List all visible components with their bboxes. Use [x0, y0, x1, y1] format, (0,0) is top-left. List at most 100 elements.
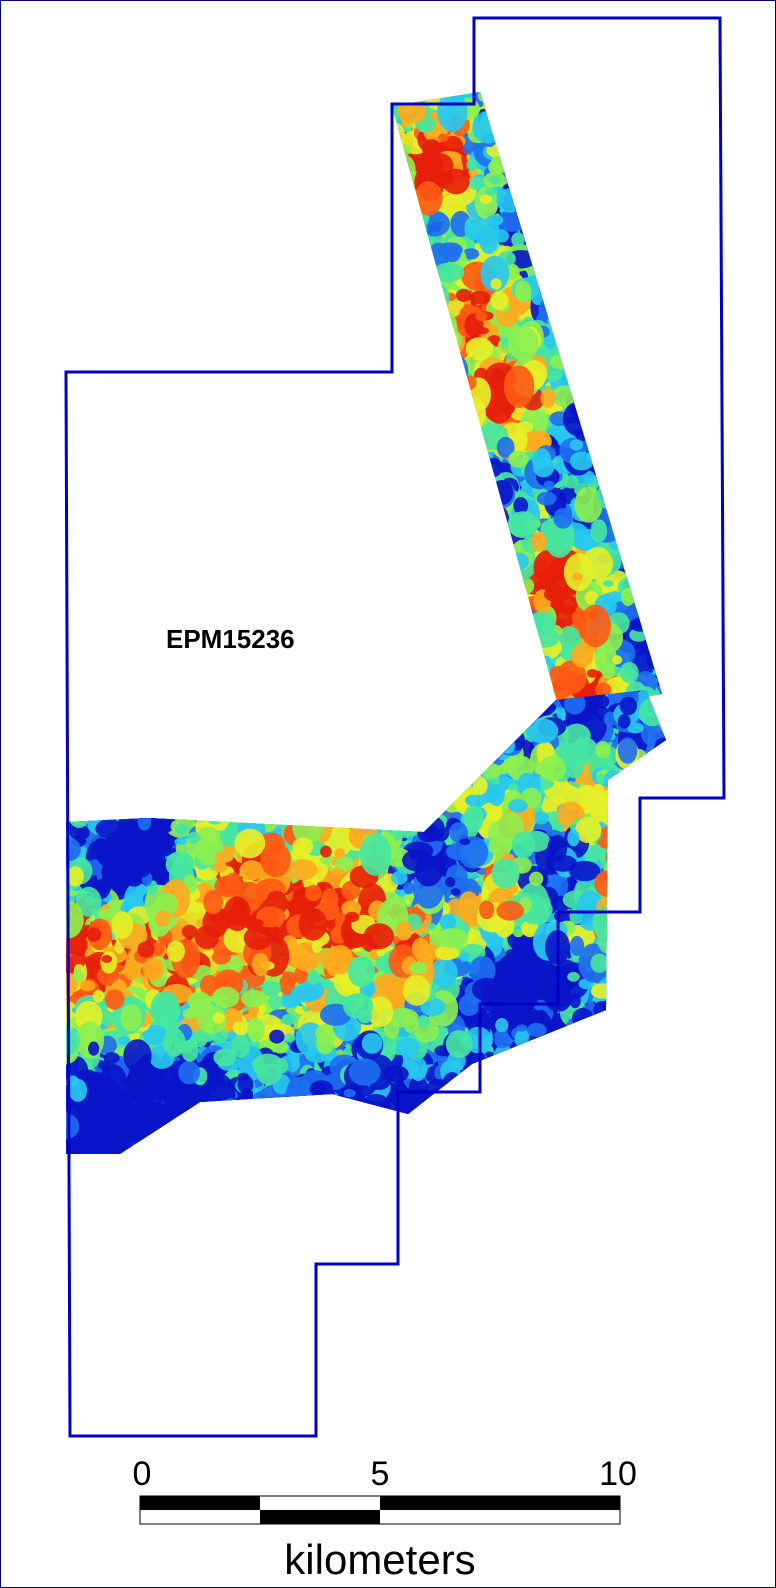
grid-cell [545, 154, 563, 178]
grid-cell [631, 366, 642, 375]
grid-cell [641, 102, 655, 121]
grid-cell [508, 175, 523, 189]
grid-cell [392, 92, 394, 114]
grid-cell [560, 129, 588, 156]
grid-cell [519, 1062, 541, 1086]
grid-cell [586, 119, 615, 141]
grid-cell [457, 486, 485, 519]
grid-cell [424, 309, 444, 330]
grid-cell [424, 413, 441, 432]
grid-cell [624, 1050, 636, 1064]
grid-cell [639, 198, 662, 226]
grid-cell [458, 667, 483, 689]
grid-cell [575, 112, 605, 140]
grid-cell [649, 1000, 666, 1026]
grid-cell [454, 545, 484, 572]
grid-cell [392, 641, 406, 659]
grid-cell [489, 104, 520, 132]
grid-cell [70, 725, 101, 754]
grid-cell [580, 126, 602, 146]
grid-cell [122, 706, 151, 745]
grid-cell [603, 215, 635, 242]
grid-cell [655, 167, 662, 179]
grid-cell [420, 529, 452, 565]
grid-cell [480, 255, 510, 292]
grid-cell [120, 770, 148, 788]
grid-cell [70, 790, 91, 816]
grid-cell [532, 228, 562, 259]
grid-cell [392, 517, 399, 549]
grid-cell [425, 519, 450, 539]
grid-cell [642, 1111, 657, 1129]
grid-cell [392, 388, 411, 407]
grid-cell [442, 530, 463, 559]
grid-cell [410, 414, 430, 431]
grid-cell [625, 822, 648, 845]
grid-cell [392, 688, 402, 712]
grid-cell [474, 738, 491, 754]
grid-cell [607, 370, 623, 383]
grid-cell [428, 357, 445, 370]
grid-cell [415, 345, 447, 378]
grid-cell [569, 329, 589, 352]
grid-cell [469, 643, 499, 683]
grid-cell [652, 188, 662, 199]
grid-cell [486, 214, 504, 226]
grid-cell [558, 106, 586, 141]
grid-cell [447, 404, 472, 427]
grid-cell [463, 448, 482, 467]
grid-cell [647, 119, 662, 137]
grid-cell [581, 192, 596, 211]
grid-cell [264, 1143, 290, 1154]
grid-cell [369, 730, 382, 745]
grid-cell [603, 305, 625, 319]
grid-cell [656, 235, 662, 256]
grid-cell [621, 470, 633, 479]
grid-cell [392, 517, 410, 529]
grid-cell [610, 92, 625, 100]
grid-cell [392, 205, 412, 223]
grid-cell [466, 678, 492, 710]
grid-cell [629, 207, 645, 228]
grid-cell [621, 246, 633, 263]
grid-cell [601, 314, 613, 327]
grid-cell [609, 367, 630, 380]
grid-cell [531, 92, 551, 104]
grid-cell [630, 236, 654, 261]
grid-cell [392, 465, 397, 505]
grid-cell [524, 112, 542, 126]
grid-cell [526, 214, 553, 249]
grid-cell [437, 648, 449, 662]
grid-cell [457, 570, 481, 596]
grid-cell [617, 501, 628, 510]
grid-cell [571, 1110, 599, 1135]
grid-cell [468, 693, 495, 712]
grid-cell [660, 849, 666, 860]
grid-cell [442, 452, 470, 476]
grid-cell [612, 296, 639, 324]
grid-cell [270, 764, 291, 787]
grid-cell [565, 331, 595, 368]
grid-cell [409, 430, 436, 465]
grid-cell [465, 482, 477, 492]
grid-cell [399, 697, 419, 712]
grid-cell [392, 531, 405, 549]
grid-cell [550, 121, 570, 135]
grid-cell [556, 177, 586, 216]
grid-cell [602, 369, 618, 386]
grid-cell [489, 587, 520, 629]
grid-cell [460, 629, 481, 645]
grid-cell [643, 605, 656, 617]
grid-cell [257, 690, 271, 703]
grid-cell [418, 334, 438, 355]
grid-cell [153, 782, 168, 803]
grid-cell [553, 96, 580, 132]
grid-cell [67, 771, 96, 789]
grid-cell [626, 363, 650, 393]
grid-cell [547, 309, 579, 338]
grid-cell [562, 326, 579, 339]
grid-cell [652, 769, 666, 792]
grid-cell [493, 665, 517, 690]
grid-cell [632, 865, 657, 886]
